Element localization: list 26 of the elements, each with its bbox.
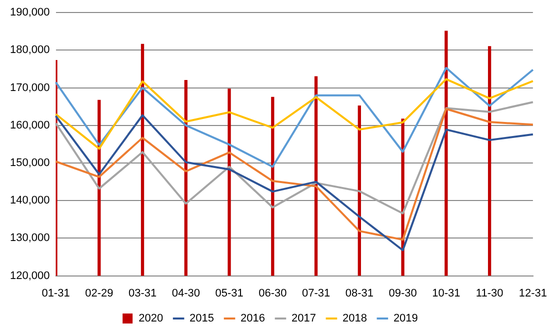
- x-tick-label: 08-31: [345, 287, 374, 300]
- y-tick-label: 130,000: [10, 232, 50, 244]
- legend-label: 2019: [393, 312, 418, 325]
- legend-label: 2016: [240, 312, 266, 325]
- x-tick-label: 12-31: [518, 287, 548, 300]
- x-tick-label: 05-31: [215, 287, 244, 300]
- x-tick-label: 03-31: [128, 287, 157, 300]
- y-tick-label: 190,000: [10, 6, 50, 19]
- x-tick-label: 11-30: [476, 287, 504, 300]
- legend-label: 2020: [138, 312, 164, 325]
- y-tick-label: 170,000: [10, 82, 50, 94]
- x-tick-label: 10-31: [432, 287, 460, 300]
- x-tick-label: 06-30: [258, 287, 287, 300]
- y-tick-label: 150,000: [10, 157, 50, 170]
- x-tick-label: 09-30: [388, 287, 417, 300]
- legend-label: 2017: [292, 312, 316, 325]
- x-tick-label: 01-31: [42, 287, 70, 300]
- y-tick-label: 160,000: [10, 119, 50, 132]
- x-tick-label: 07-31: [302, 287, 330, 300]
- y-tick-label: 140,000: [10, 194, 50, 207]
- y-tick-label: 180,000: [10, 44, 50, 56]
- x-tick-label: 02-29: [85, 287, 114, 300]
- legend-label: 2015: [190, 312, 214, 325]
- legend-label: 2018: [342, 312, 367, 325]
- y-tick-label: 120,000: [10, 270, 50, 282]
- x-tick-label: 04-30: [172, 287, 200, 300]
